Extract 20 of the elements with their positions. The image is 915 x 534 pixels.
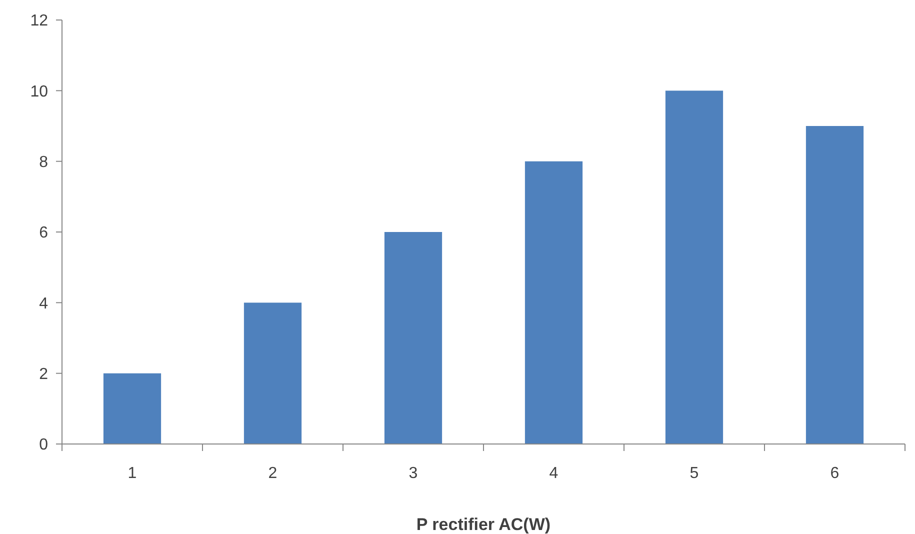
x-axis-title: P rectifier AC(W): [416, 515, 551, 534]
x-tick-label: 3: [408, 465, 418, 482]
x-tick-label: 4: [549, 465, 558, 482]
bar: [103, 373, 162, 444]
y-tick-label: 6: [39, 224, 48, 242]
y-tick-label: 4: [39, 295, 48, 312]
y-tick-label: 12: [30, 12, 48, 30]
x-tick-label: 5: [690, 465, 699, 482]
bar: [244, 302, 302, 444]
bar: [524, 161, 583, 444]
y-tick-label: 2: [39, 366, 48, 383]
bar: [665, 90, 724, 444]
bar: [806, 126, 864, 444]
x-tick-label: 6: [830, 465, 840, 482]
x-tick-label: 2: [268, 465, 278, 482]
y-tick-label: 10: [30, 83, 48, 100]
x-tick-label: 1: [128, 465, 137, 482]
y-tick-label: 8: [39, 154, 48, 171]
bar: [384, 232, 442, 444]
y-tick-label: 0: [39, 436, 48, 454]
